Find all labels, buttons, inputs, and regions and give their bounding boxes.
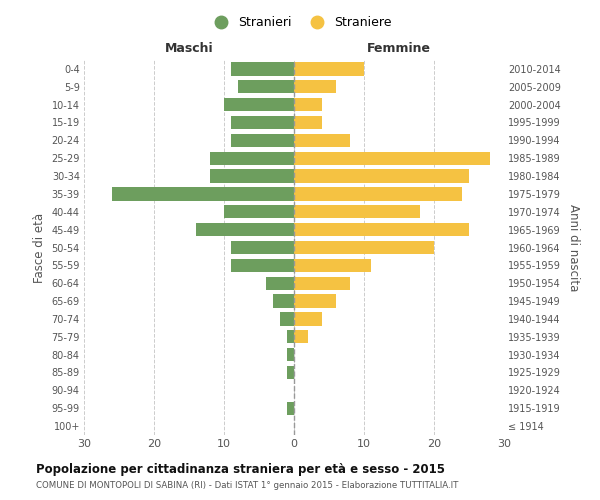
- Bar: [231, 62, 294, 76]
- Bar: [294, 134, 350, 147]
- Bar: [294, 312, 322, 326]
- Bar: [294, 152, 490, 165]
- Bar: [231, 258, 294, 272]
- Bar: [266, 276, 294, 290]
- Text: Maschi: Maschi: [164, 42, 214, 54]
- Bar: [238, 80, 294, 94]
- Bar: [287, 366, 294, 379]
- Bar: [210, 170, 294, 183]
- Bar: [196, 223, 294, 236]
- Bar: [112, 187, 294, 200]
- Bar: [294, 294, 336, 308]
- Text: Femmine: Femmine: [367, 42, 431, 54]
- Bar: [294, 98, 322, 112]
- Y-axis label: Anni di nascita: Anni di nascita: [566, 204, 580, 291]
- Text: Popolazione per cittadinanza straniera per età e sesso - 2015: Popolazione per cittadinanza straniera p…: [36, 462, 445, 475]
- Y-axis label: Fasce di età: Fasce di età: [33, 212, 46, 282]
- Legend: Stranieri, Straniere: Stranieri, Straniere: [203, 11, 397, 34]
- Bar: [294, 205, 420, 218]
- Bar: [294, 62, 364, 76]
- Bar: [294, 223, 469, 236]
- Bar: [287, 330, 294, 344]
- Text: COMUNE DI MONTOPOLI DI SABINA (RI) - Dati ISTAT 1° gennaio 2015 - Elaborazione T: COMUNE DI MONTOPOLI DI SABINA (RI) - Dat…: [36, 481, 458, 490]
- Bar: [294, 276, 350, 290]
- Bar: [273, 294, 294, 308]
- Bar: [294, 241, 434, 254]
- Bar: [280, 312, 294, 326]
- Bar: [294, 258, 371, 272]
- Bar: [294, 170, 469, 183]
- Bar: [224, 98, 294, 112]
- Bar: [294, 187, 462, 200]
- Bar: [287, 402, 294, 415]
- Bar: [231, 241, 294, 254]
- Bar: [287, 348, 294, 362]
- Bar: [294, 330, 308, 344]
- Bar: [294, 80, 336, 94]
- Bar: [224, 205, 294, 218]
- Bar: [231, 134, 294, 147]
- Bar: [231, 116, 294, 129]
- Bar: [294, 116, 322, 129]
- Bar: [210, 152, 294, 165]
